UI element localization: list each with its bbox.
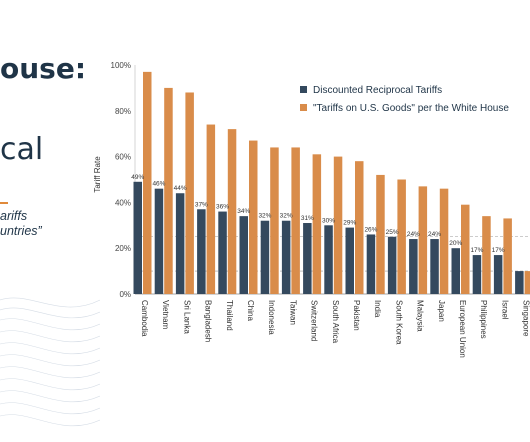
bar-discounted [493,255,503,294]
x-category-label: Thailand [225,300,234,331]
bar-discounted [515,271,524,294]
data-label: 32% [258,213,271,220]
x-category-label: Israel [500,300,509,320]
x-category-label: Taiwan [288,300,297,325]
bar-white-house [143,71,152,295]
data-label: 24% [407,231,420,238]
accent-rule [0,202,8,204]
data-label: 31% [301,215,314,222]
bar-discounted [430,239,439,294]
bar-white-house [206,124,216,294]
bar-white-house [249,140,258,294]
bar-white-house [312,154,322,294]
legend-swatch-discounted [300,86,307,93]
bar-white-house [376,174,385,294]
x-category-label: Switzerland [310,300,319,341]
y-tick-label: 100% [111,61,131,70]
x-category-label: Philippines [479,300,488,339]
data-label: 32% [280,213,293,220]
data-label: 20% [449,240,462,247]
x-category-label: Vietnam [161,300,170,330]
bar-white-house [524,271,530,294]
bar-discounted [239,216,248,294]
bar-discounted [472,255,482,294]
bar-discounted [281,220,291,294]
bar-white-house [461,204,470,294]
x-category-label: South Africa [331,300,340,344]
bar-discounted [366,234,376,294]
bar-discounted [197,209,206,294]
data-label: 34% [237,208,250,215]
bar-white-house [270,147,279,294]
bar-discounted [345,227,354,294]
data-label: 25% [386,229,399,236]
bar-white-house [227,129,237,294]
legend-swatch-white-house [300,104,307,111]
bar-discounted [324,225,333,294]
x-category-label: Indonesia [267,300,276,335]
legend-label-discounted: Discounted Reciprocal Tariffs [313,85,442,96]
x-category-label: Sri Lanka [182,300,191,334]
data-label: 36% [216,204,229,211]
bar-discounted [154,188,164,294]
data-label: 37% [195,201,208,208]
bar-discounted [387,236,397,294]
bar-white-house [355,161,364,294]
bar-discounted [218,211,227,294]
bar-discounted [451,248,460,294]
x-category-label: Japan [437,300,446,322]
bar-white-house [333,156,343,294]
legend-label-white-house: "Tariffs on U.S. Goods" per the White Ho… [313,103,509,114]
y-tick-label: 0% [119,290,131,299]
decorative-wave-pattern [0,297,100,427]
slide-subtitle: cal [0,132,44,167]
bar-white-house [503,218,512,294]
data-label: 30% [322,217,335,224]
bar-discounted [409,239,418,294]
bar-white-house [418,186,428,294]
data-label: 46% [152,181,165,188]
y-axis-label: Tariff Rate [93,156,102,193]
bar-white-house [439,188,449,294]
slide-text-panel: ouse: cal ariffs untries” [0,0,100,442]
x-category-label: Singapore [522,300,530,337]
y-tick-label: 60% [115,153,131,162]
bar-white-house [291,147,300,294]
x-category-label: Bangladesh [204,300,213,342]
quote-line-1: ariffs [0,209,28,223]
quote-line-2: untries” [0,224,42,238]
y-tick-label: 20% [115,244,131,253]
data-label: 44% [174,185,187,192]
bar-discounted [303,223,312,294]
y-tick-label: 40% [115,198,131,207]
x-category-label: Malaysia [416,300,425,332]
x-category-label: Pakistan [352,300,361,331]
x-category-label: China [246,300,255,321]
bar-discounted [260,220,270,294]
x-category-label: European Union [458,300,467,358]
slide-title: ouse: [0,52,87,85]
data-label: 26% [364,226,377,233]
bar-white-house [397,179,406,294]
data-label: 29% [343,220,356,227]
data-label: 17% [470,247,483,254]
bar-white-house [482,216,491,294]
data-label: 49% [131,174,144,181]
data-label: 17% [492,247,505,254]
bar-discounted [133,181,142,294]
x-category-label: India [373,300,382,318]
y-tick-label: 80% [115,107,131,116]
bar-white-house [185,92,194,294]
bar-discounted [175,193,185,294]
data-label: 24% [428,231,441,238]
x-category-label: South Korea [394,300,403,345]
x-category-label: Cambodia [140,300,149,337]
bar-white-house [164,87,173,295]
